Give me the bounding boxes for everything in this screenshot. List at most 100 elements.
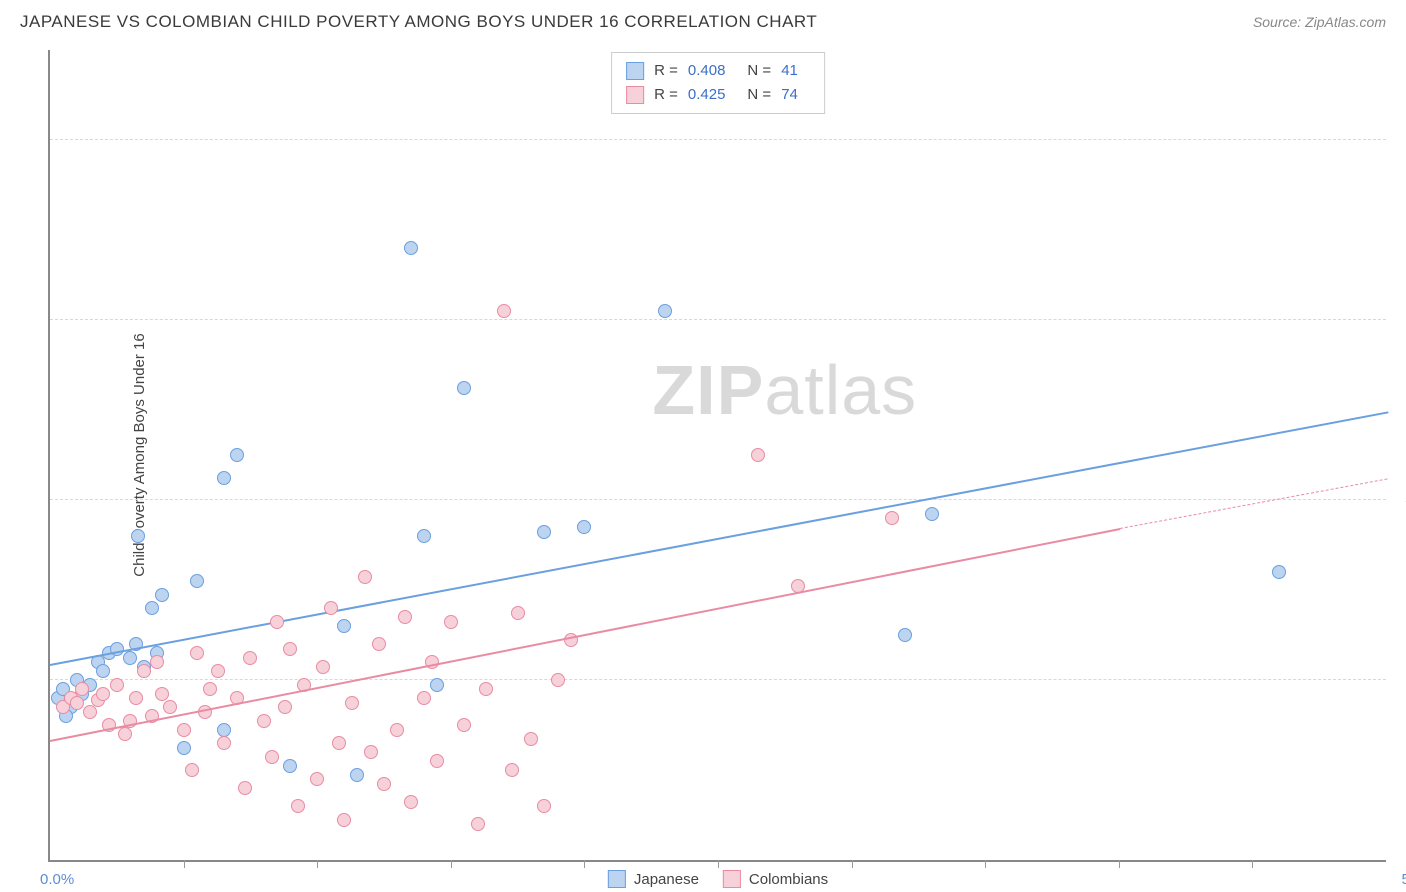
data-point — [444, 615, 458, 629]
data-point — [337, 619, 351, 633]
r-label: R = — [654, 59, 678, 83]
data-point — [390, 723, 404, 737]
legend-label: Japanese — [634, 871, 699, 888]
data-point — [257, 714, 271, 728]
r-value: 0.425 — [688, 83, 726, 107]
x-tick — [184, 860, 185, 868]
data-point — [155, 687, 169, 701]
x-tick — [718, 860, 719, 868]
legend-stat-row: R = 0.425 N = 74 — [626, 83, 810, 107]
data-point — [217, 471, 231, 485]
legend-bottom: Japanese Colombians — [608, 870, 828, 888]
data-point — [211, 664, 225, 678]
chart-header: JAPANESE VS COLOMBIAN CHILD POVERTY AMON… — [0, 0, 1406, 40]
data-point — [70, 696, 84, 710]
n-value: 41 — [781, 59, 798, 83]
data-point — [430, 754, 444, 768]
data-point — [457, 381, 471, 395]
data-point — [118, 727, 132, 741]
data-point — [658, 304, 672, 318]
data-point — [96, 664, 110, 678]
data-point — [230, 448, 244, 462]
data-point — [430, 678, 444, 692]
data-point — [898, 628, 912, 642]
data-point — [129, 691, 143, 705]
data-point — [283, 642, 297, 656]
data-point — [83, 705, 97, 719]
data-point — [497, 304, 511, 318]
data-point — [217, 723, 231, 737]
legend-swatch — [626, 86, 644, 104]
r-value: 0.408 — [688, 59, 726, 83]
n-label: N = — [747, 83, 771, 107]
x-tick — [317, 860, 318, 868]
data-point — [270, 615, 284, 629]
data-point — [511, 606, 525, 620]
data-point — [537, 799, 551, 813]
data-point — [177, 741, 191, 755]
data-point — [316, 660, 330, 674]
x-tick — [985, 860, 986, 868]
trendline — [50, 411, 1388, 666]
n-value: 74 — [781, 83, 798, 107]
x-tick — [852, 860, 853, 868]
x-axis-max-label: 50.0% — [1401, 871, 1406, 888]
data-point — [155, 588, 169, 602]
data-point — [372, 637, 386, 651]
x-tick — [1252, 860, 1253, 868]
data-point — [145, 601, 159, 615]
data-point — [377, 777, 391, 791]
legend-stat-row: R = 0.408 N = 41 — [626, 59, 810, 83]
data-point — [190, 574, 204, 588]
data-point — [190, 646, 204, 660]
legend-label: Colombians — [749, 871, 828, 888]
chart-container: Child Poverty Among Boys Under 16 ZIPatl… — [48, 50, 1386, 862]
r-label: R = — [654, 83, 678, 107]
data-point — [203, 682, 217, 696]
data-point — [96, 687, 110, 701]
data-point — [417, 691, 431, 705]
data-point — [332, 736, 346, 750]
data-point — [177, 723, 191, 737]
legend-swatch — [723, 870, 741, 888]
data-point — [243, 651, 257, 665]
gridline — [50, 499, 1386, 500]
data-point — [417, 529, 431, 543]
n-label: N = — [747, 59, 771, 83]
legend-stats: R = 0.408 N = 41 R = 0.425 N = 74 — [611, 52, 825, 114]
data-point — [345, 696, 359, 710]
plot-area: 20.0%40.0%60.0%80.0% — [50, 50, 1386, 860]
x-tick — [451, 860, 452, 868]
data-point — [551, 673, 565, 687]
x-tick — [584, 860, 585, 868]
data-point — [163, 700, 177, 714]
data-point — [885, 511, 899, 525]
data-point — [283, 759, 297, 773]
data-point — [577, 520, 591, 534]
legend-swatch — [626, 62, 644, 80]
gridline — [50, 139, 1386, 140]
data-point — [137, 664, 151, 678]
trendline-dash — [1120, 479, 1388, 530]
data-point — [524, 732, 538, 746]
x-tick — [1119, 860, 1120, 868]
gridline — [50, 679, 1386, 680]
data-point — [925, 507, 939, 521]
data-point — [131, 529, 145, 543]
data-point — [364, 745, 378, 759]
data-point — [238, 781, 252, 795]
data-point — [291, 799, 305, 813]
data-point — [337, 813, 351, 827]
data-point — [150, 655, 164, 669]
data-point — [278, 700, 292, 714]
data-point — [217, 736, 231, 750]
data-point — [358, 570, 372, 584]
legend-swatch — [608, 870, 626, 888]
legend-item: Colombians — [723, 870, 828, 888]
chart-title: JAPANESE VS COLOMBIAN CHILD POVERTY AMON… — [20, 12, 817, 32]
legend-item: Japanese — [608, 870, 699, 888]
gridline — [50, 319, 1386, 320]
source-label: Source: ZipAtlas.com — [1253, 14, 1386, 30]
data-point — [404, 241, 418, 255]
x-axis-min-label: 0.0% — [40, 871, 74, 888]
